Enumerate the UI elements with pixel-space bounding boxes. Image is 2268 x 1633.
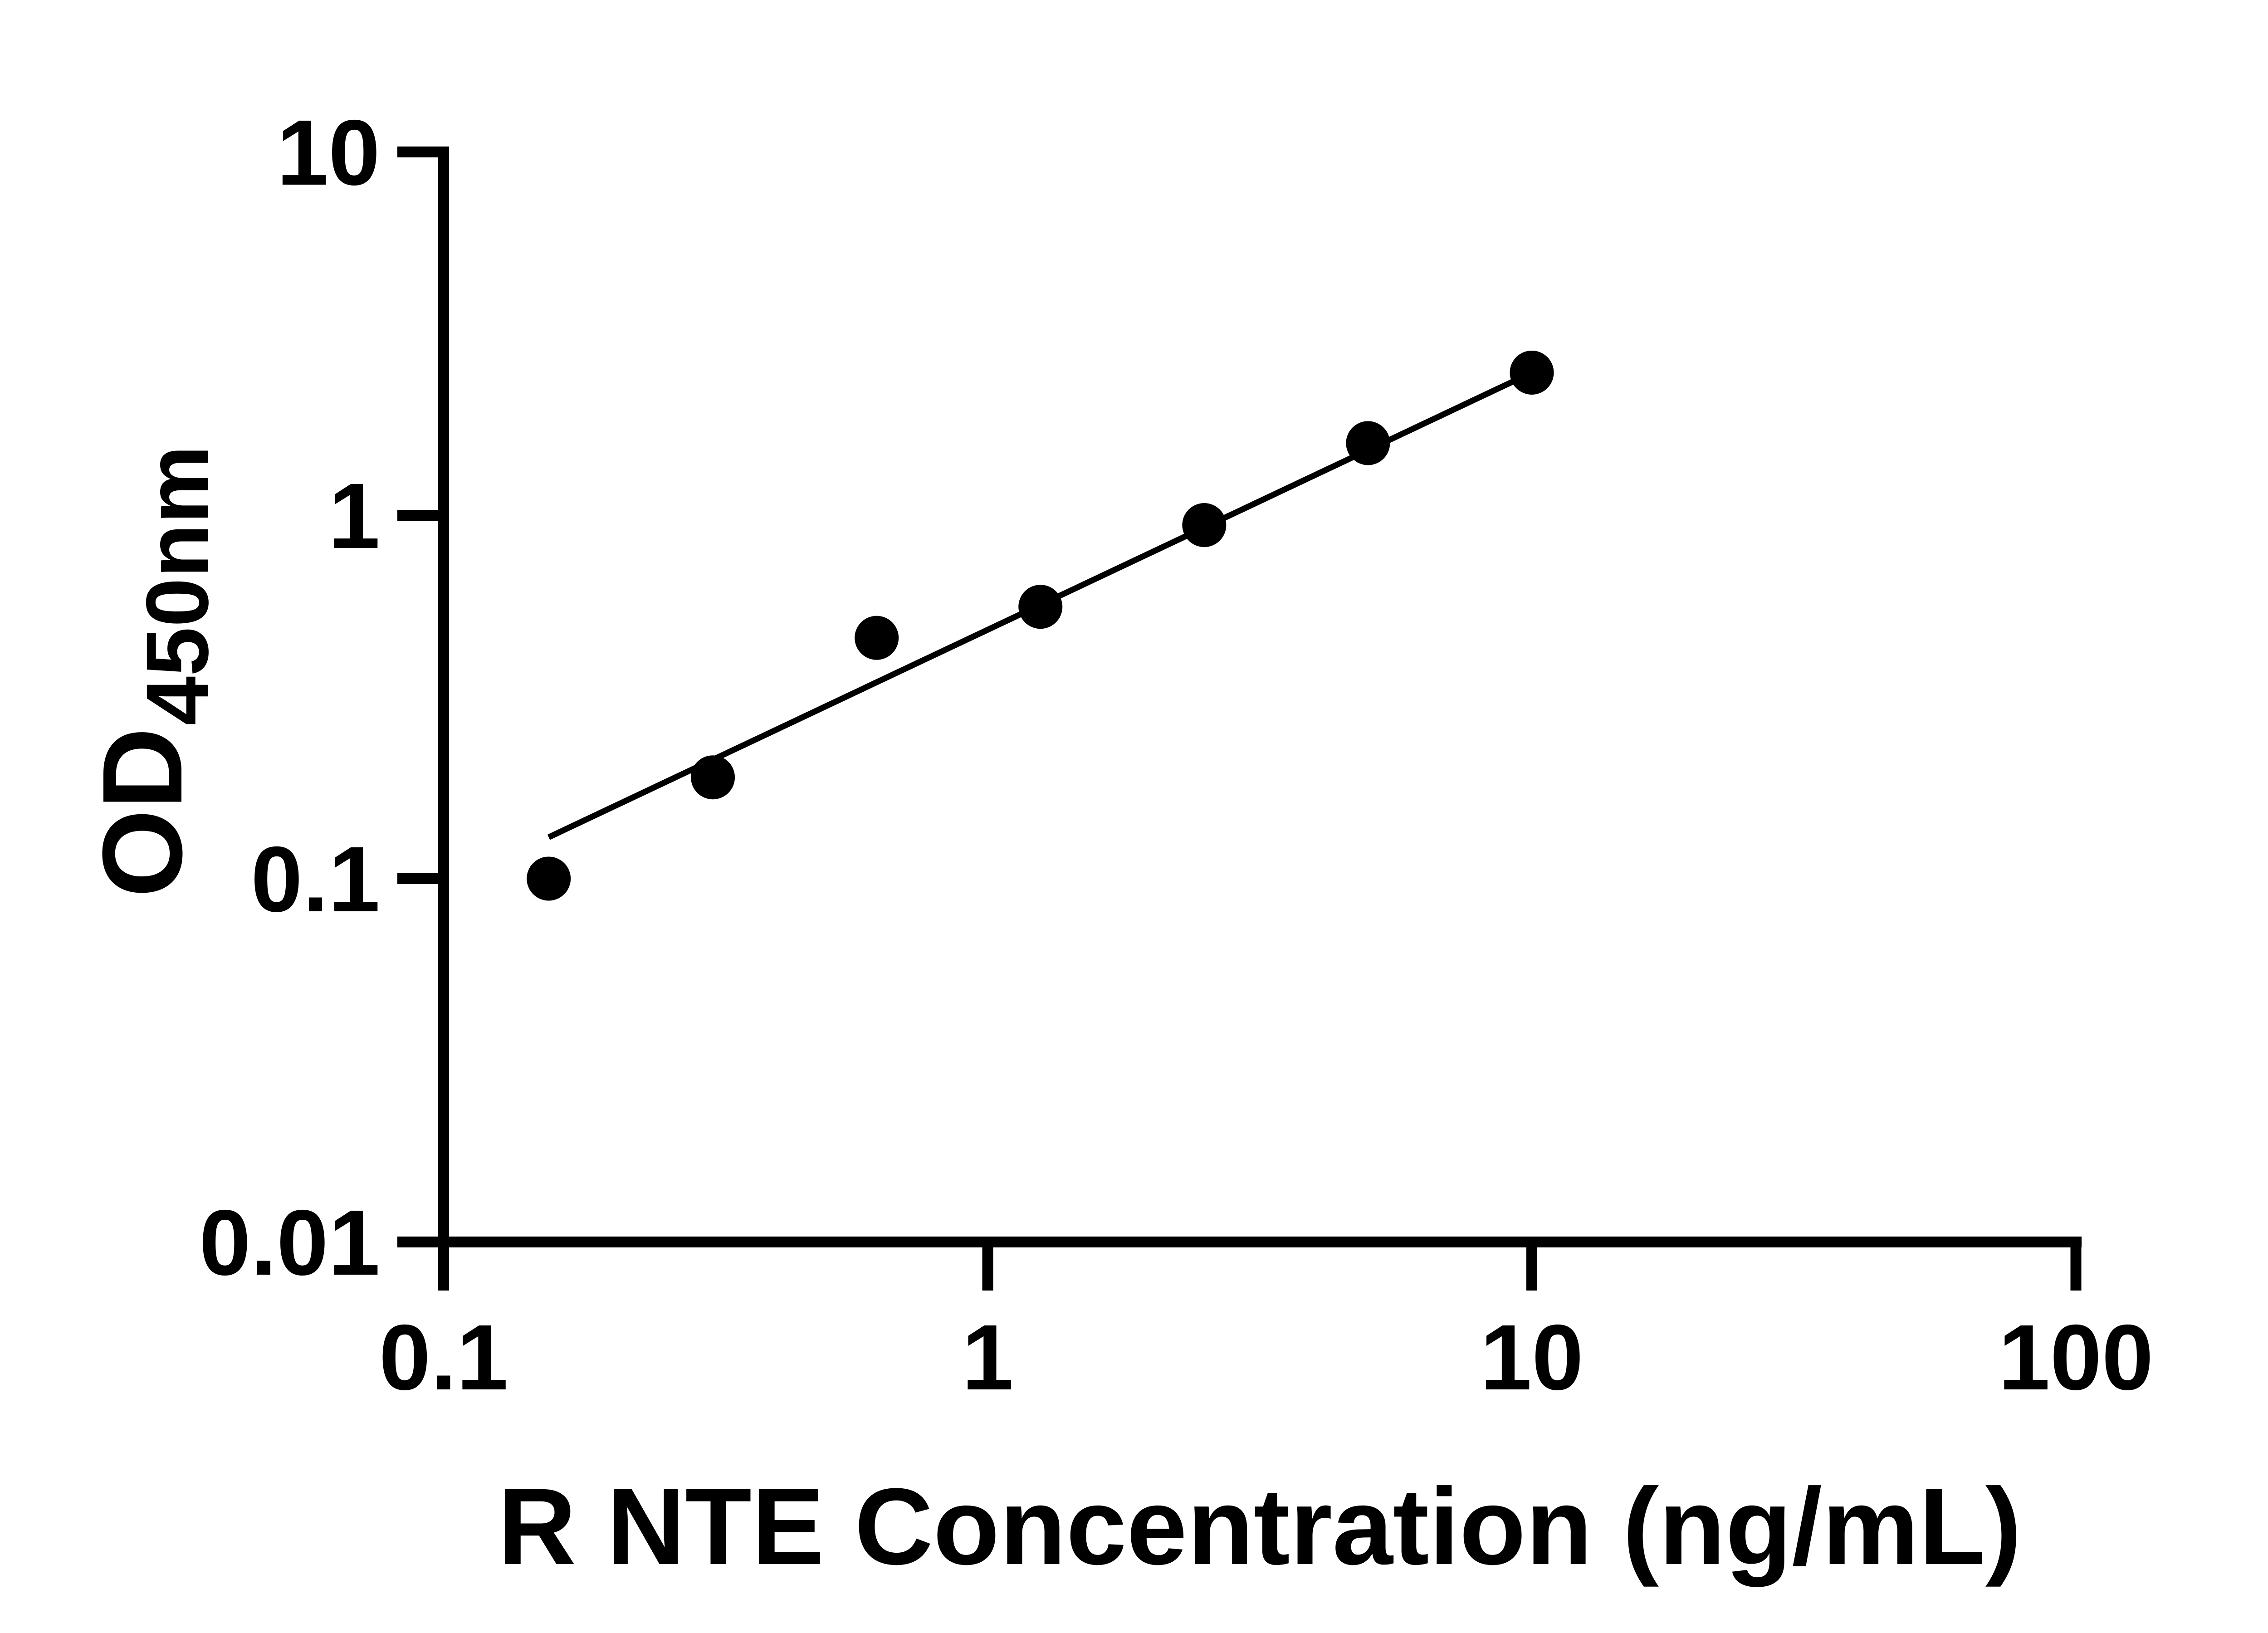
- y-axis-tick-labels: 10 1 0.1 0.01: [199, 101, 380, 1295]
- y-axis-title: OD 450nm: [79, 445, 227, 897]
- data-point: [1510, 350, 1554, 395]
- y-axis-ticks: [397, 147, 439, 1247]
- x-tick-label: 10: [1480, 1305, 1584, 1409]
- y-tick-label: 0.1: [251, 827, 380, 931]
- x-tick-label: 100: [1998, 1305, 2153, 1409]
- data-point: [527, 856, 571, 901]
- data-point: [1018, 585, 1063, 629]
- y-tick-label: 0.01: [199, 1191, 380, 1295]
- y-axis-title-subscript: 450nm: [128, 445, 227, 725]
- x-axis-ticks: [438, 1247, 2082, 1291]
- x-tick-label: 0.1: [379, 1305, 508, 1409]
- data-point: [1182, 503, 1227, 548]
- data-point: [691, 755, 735, 800]
- x-axis-tick-labels: 0.1 1 10 100: [379, 1305, 2154, 1409]
- axes: [438, 147, 2082, 1247]
- y-tick-label: 10: [277, 101, 380, 205]
- data-point: [855, 616, 899, 660]
- x-axis-title: R NTE Concentration (ng/mL): [498, 1466, 2022, 1587]
- x-tick-label: 1: [962, 1305, 1013, 1409]
- data-point: [1346, 421, 1390, 465]
- y-axis-title-main: OD: [79, 728, 205, 898]
- data-points: [527, 350, 1554, 901]
- y-tick-label: 1: [328, 464, 380, 568]
